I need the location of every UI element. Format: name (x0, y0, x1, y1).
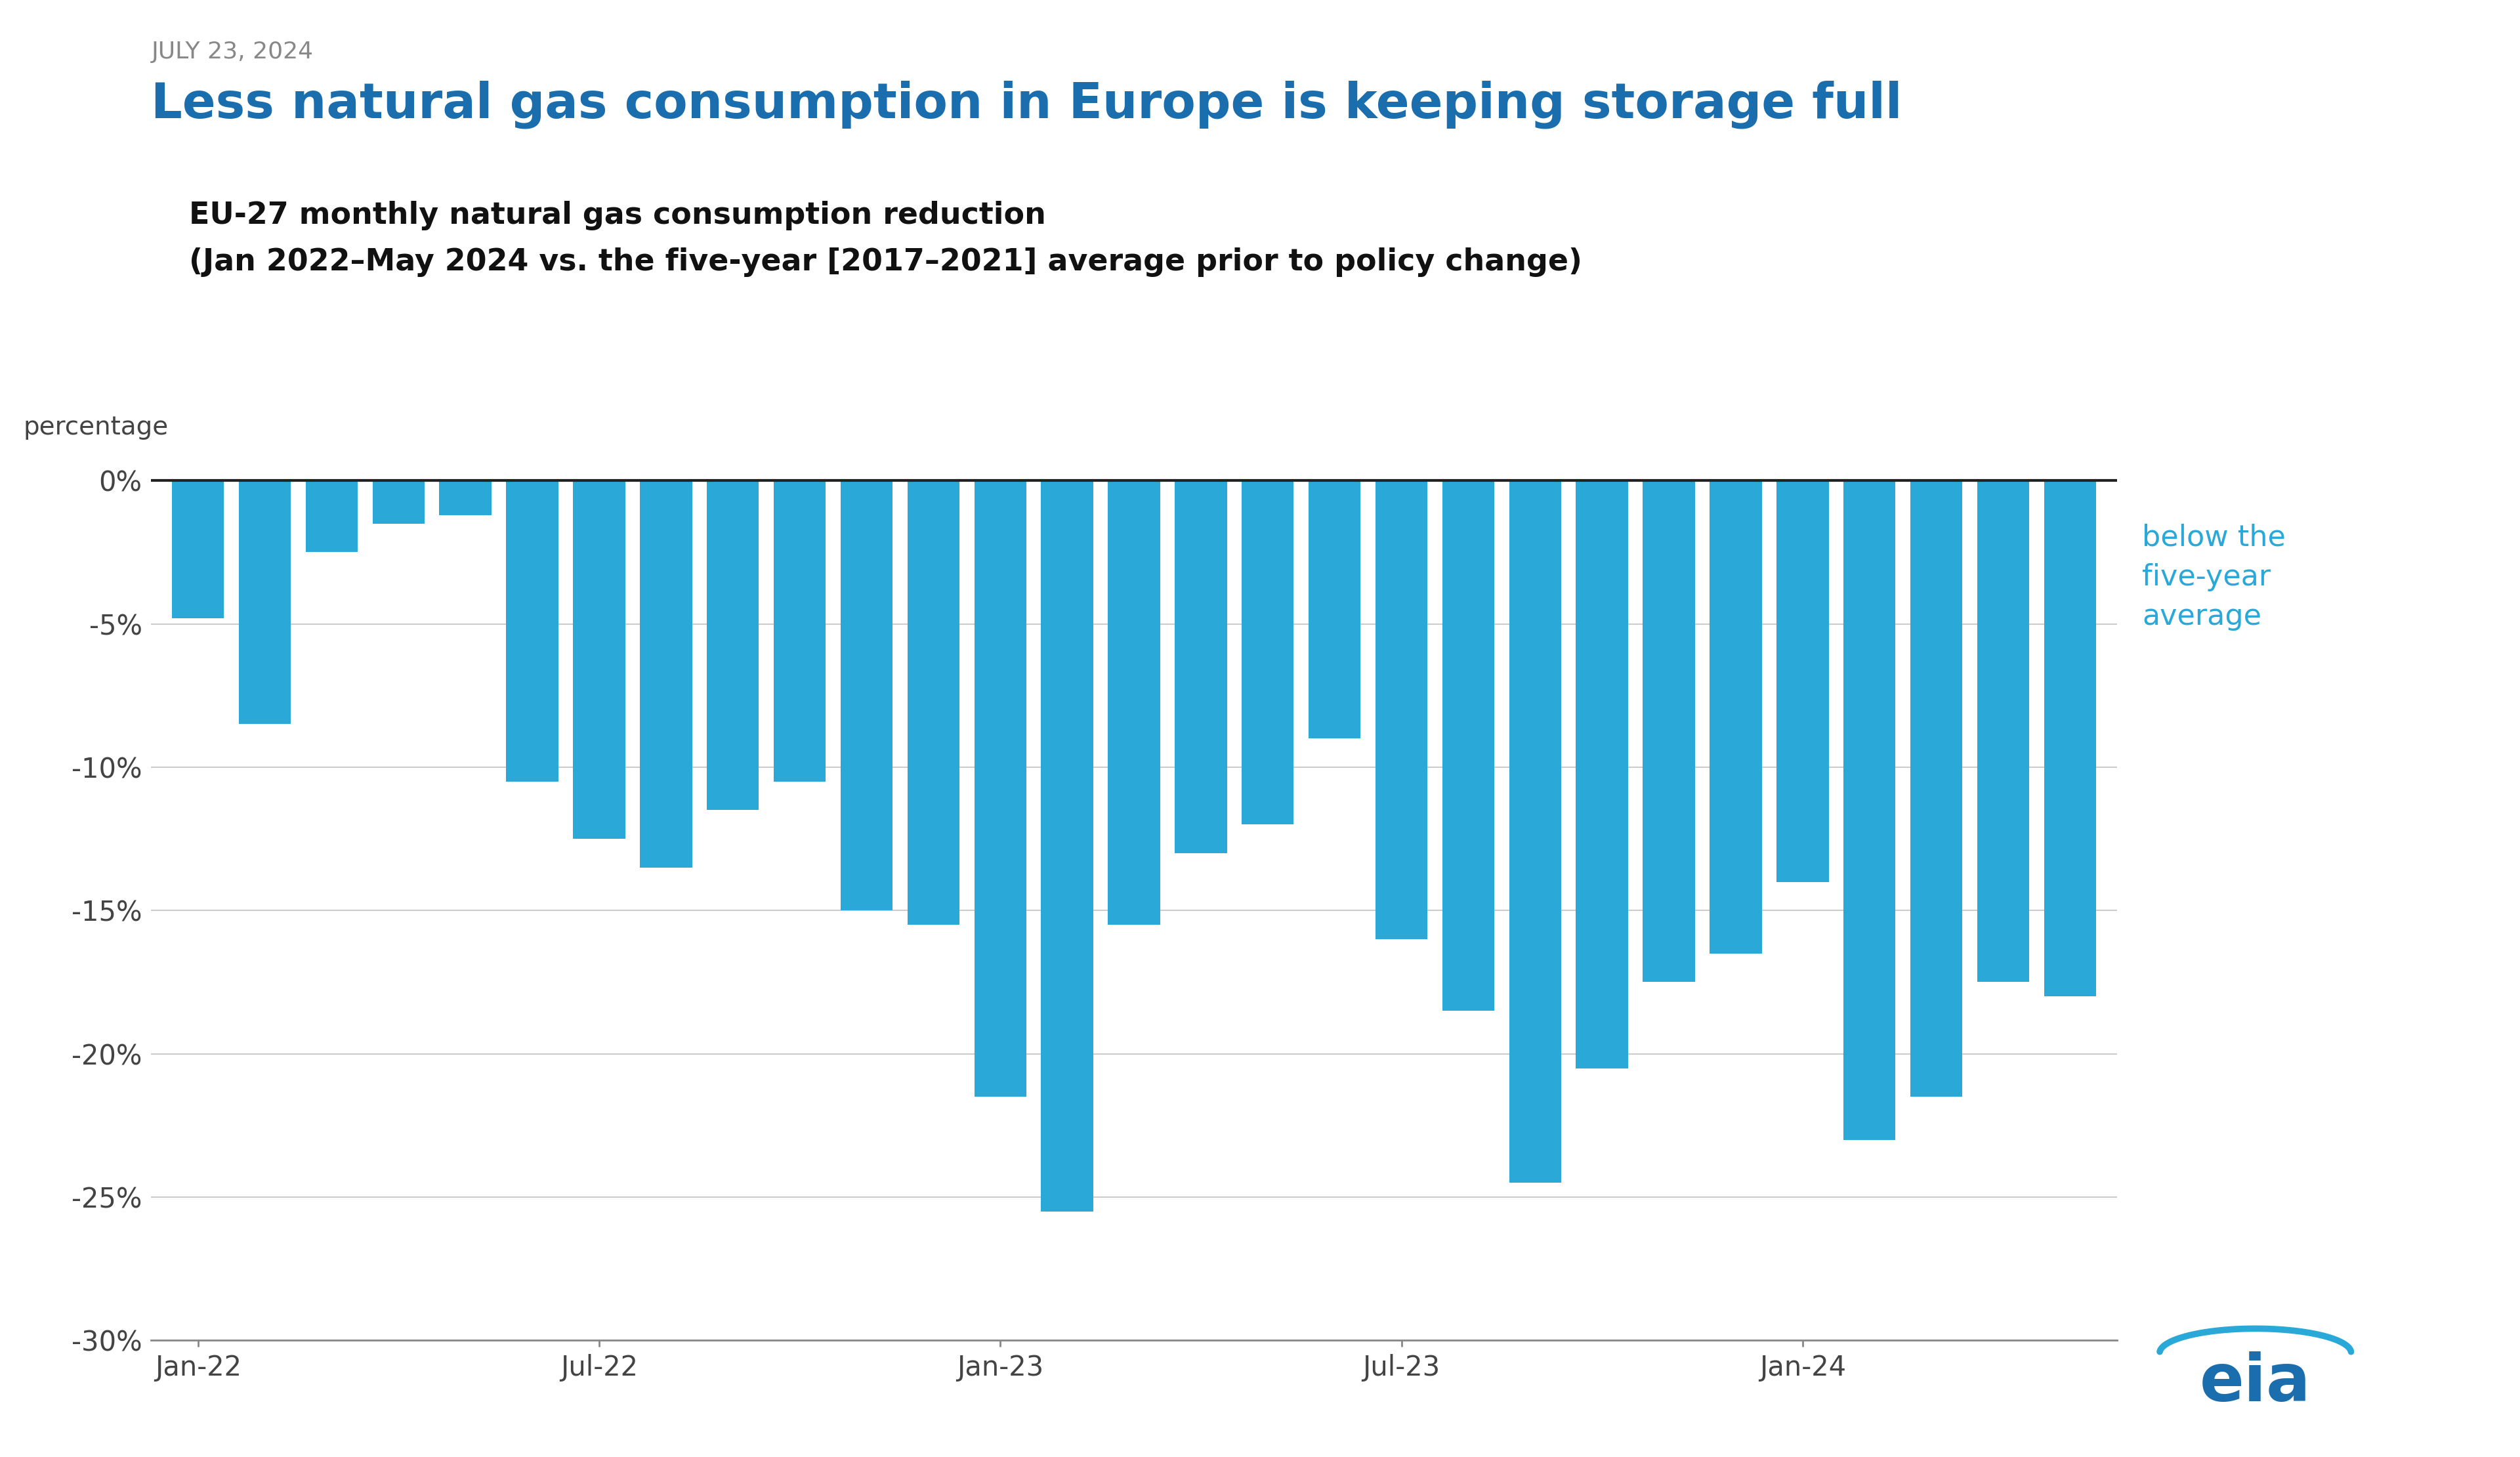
Bar (1978, 481, 2029, 982)
Bar (1509, 481, 1562, 1183)
Text: JULY 23, 2024: JULY 23, 2024 (151, 41, 312, 63)
Bar (1242, 481, 1293, 825)
Bar (2044, 481, 2097, 997)
Text: percentage: percentage (23, 415, 169, 440)
Bar (239, 481, 290, 724)
Bar (305, 481, 358, 552)
Bar (373, 481, 426, 523)
Text: EU-27 monthly natural gas consumption reduction: EU-27 monthly natural gas consumption re… (189, 201, 1046, 230)
Text: below the
five-year
average: below the five-year average (2142, 523, 2286, 631)
Bar (1109, 481, 1159, 925)
Bar (1910, 481, 1963, 1097)
Bar (1174, 481, 1227, 854)
Text: eia: eia (2200, 1351, 2311, 1415)
Bar (572, 481, 625, 839)
Text: (Jan 2022–May 2024 vs. the five-year [2017–2021] average prior to policy change): (Jan 2022–May 2024 vs. the five-year [20… (189, 248, 1583, 277)
Bar (438, 481, 491, 514)
Bar (171, 481, 224, 618)
Bar (1441, 481, 1494, 1011)
Bar (1709, 481, 1761, 953)
Bar (640, 481, 693, 867)
Bar (1308, 481, 1361, 739)
Bar (1376, 481, 1426, 940)
Bar (1041, 481, 1094, 1211)
Bar (1643, 481, 1696, 982)
Text: Less natural gas consumption in Europe is keeping storage full: Less natural gas consumption in Europe i… (151, 80, 1903, 128)
Bar (774, 481, 827, 781)
Bar (1575, 481, 1628, 1068)
Bar (1777, 481, 1830, 881)
Bar (1842, 481, 1895, 1139)
Bar (842, 481, 892, 911)
Bar (975, 481, 1026, 1097)
Bar (507, 481, 559, 781)
Bar (706, 481, 759, 810)
Bar (907, 481, 960, 925)
